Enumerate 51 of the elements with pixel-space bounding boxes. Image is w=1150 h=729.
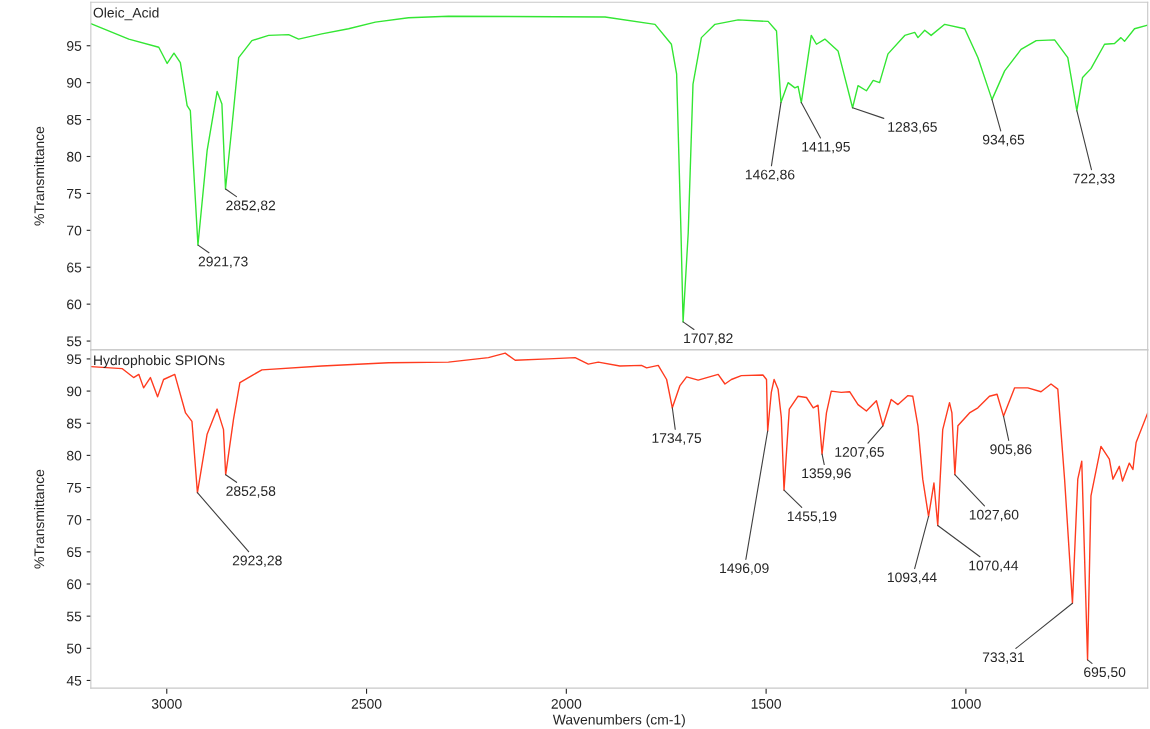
annotation: 1359,96 — [802, 468, 851, 480]
y-tick-label: 50 — [66, 643, 82, 654]
x-tick-label: 3000 — [151, 698, 182, 709]
annotation: 934,65 — [982, 134, 1025, 147]
annotation: 733,31 — [982, 652, 1024, 664]
series-label: Hydrophobic SPIONs — [94, 354, 225, 368]
annotation: 2852,82 — [226, 200, 276, 212]
annotation: 905,86 — [990, 444, 1032, 456]
y-tick-label: 45 — [66, 675, 82, 686]
y-tick-label: 80 — [66, 450, 82, 461]
annotation: 1707,82 — [684, 333, 733, 345]
y-tick-label: 75 — [67, 188, 82, 199]
annotation: 1496,09 — [720, 563, 769, 575]
annotation: 1462,86 — [745, 169, 795, 182]
annotation: 1093,44 — [887, 572, 937, 584]
annotation: 1411,95 — [802, 141, 850, 154]
y-axis-title: %Transmittance — [33, 469, 45, 569]
annotation: 722,33 — [1073, 173, 1115, 186]
annotation: 1070,44 — [969, 560, 1019, 573]
annotation: 2921,73 — [198, 256, 248, 269]
y-tick-label: 55 — [66, 336, 82, 347]
annotation: 695,50 — [1084, 667, 1126, 679]
y-tick-label: 60 — [67, 299, 82, 310]
annotation: 1455,19 — [787, 511, 837, 523]
y-tick-label: 90 — [67, 77, 82, 88]
y-tick-label: 95 — [67, 41, 82, 51]
annotation: 2852,58 — [226, 486, 276, 498]
y-axis-title: %Transmittance — [33, 126, 45, 226]
y-tick-label: 90 — [67, 386, 82, 397]
y-tick-label: 65 — [67, 547, 82, 558]
x-tick-label: 2500 — [351, 698, 382, 709]
series-label: Oleic_Acid — [93, 7, 159, 21]
y-tick-label: 95 — [67, 354, 82, 365]
annotation: 1207,65 — [835, 447, 884, 459]
annotation: 1027,60 — [969, 509, 1019, 522]
y-tick-label: 85 — [66, 418, 82, 429]
y-tick-label: 60 — [67, 579, 82, 590]
annotation: 1283,65 — [888, 122, 937, 134]
y-tick-label: 70 — [67, 225, 82, 236]
y-tick-label: 75 — [67, 483, 82, 493]
x-axis-title: Wavenumbers (cm-1) — [552, 714, 685, 728]
y-tick-label: 55 — [66, 611, 82, 622]
x-tick-label: 2000 — [551, 698, 582, 709]
y-tick-label: 80 — [66, 151, 82, 162]
annotation: 2923,28 — [232, 555, 282, 568]
x-tick-label: 1500 — [751, 698, 782, 709]
y-tick-label: 85 — [66, 114, 82, 125]
y-tick-label: 70 — [67, 515, 82, 525]
annotation: 1734,75 — [652, 433, 702, 445]
x-tick-label: 1000 — [951, 698, 981, 709]
y-tick-label: 65 — [67, 262, 82, 273]
